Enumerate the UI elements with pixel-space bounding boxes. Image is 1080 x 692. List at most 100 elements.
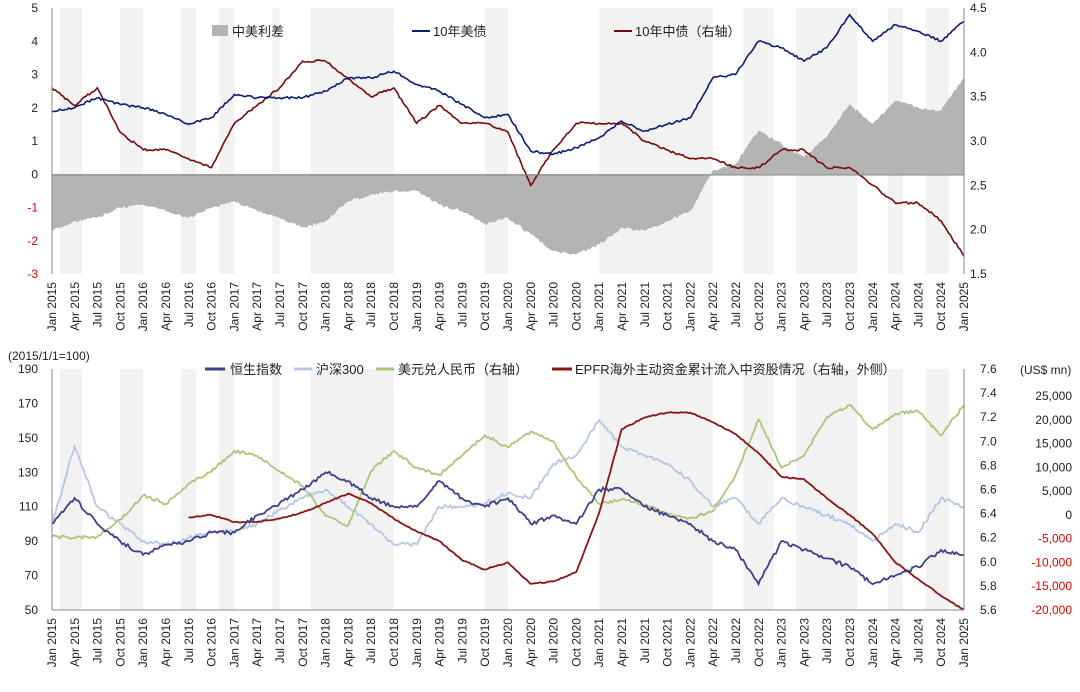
bottom-shaded-band-9 [796,369,858,610]
bottom-x-tick: Apr 2017 [250,618,264,667]
bottom-shaded-band-8 [743,369,774,610]
bottom-series-lines [51,404,965,611]
bottom-x-tick: Apr 2022 [706,618,720,667]
top-x-tick: Apr 2018 [341,282,355,331]
bottom-right-outer-tick: 20,000 [1035,413,1072,427]
top-x-tick: Oct 2024 [934,282,948,331]
top-shaded-periods [59,8,949,274]
bottom-x-tick: Jul 2019 [455,618,469,664]
bottom-x-tick: Oct 2023 [843,618,857,667]
top-right-tick-labels: 4.5 4.0 3.5 3.0 2.5 2.0 1.5 [970,1,987,281]
bottom-x-tick: Jul 2021 [638,618,652,664]
top-x-tick: Jul 2021 [638,282,652,328]
top-x-tick: Jan 2021 [592,282,606,332]
top-x-tick: Jul 2024 [911,282,925,328]
top-shaded-band-3 [219,8,235,274]
bottom-shaded-periods [59,369,949,610]
top-right-tick: 1.5 [970,267,987,281]
top-x-tick: Jan 2022 [683,282,697,332]
top-x-tick: Apr 2023 [797,282,811,331]
bottom-right-inner-tick: 7.4 [980,386,997,400]
bottom-right-outer-tick: -5,000 [1038,532,1072,546]
top-shaded-band-6 [484,8,508,274]
bottom-x-tick: Jan 2022 [683,618,697,668]
us10y-line [51,13,965,156]
top-shaded-band-0 [59,8,82,274]
bottom-right-outer-tick: 10,000 [1035,460,1072,474]
bottom-x-tick: Oct 2024 [934,618,948,667]
top-right-tick: 2.5 [970,178,987,192]
bottom-right-inner-tick-labels: 7.6 7.4 7.2 7.0 6.8 6.6 6.4 6.2 6.0 5.8 5.6 [980,362,997,617]
bottom-x-tick: Jan 2023 [775,618,789,668]
bottom-left-tick: 90 [25,534,39,548]
legend-swatch-spread [212,25,228,36]
bottom-x-tick: Oct 2021 [661,618,675,667]
bottom-x-tick: Apr 2016 [159,618,173,667]
bottom-x-tick: Jul 2024 [911,618,925,664]
bottom-x-tick: Jan 2015 [45,618,59,668]
top-x-tick: Apr 2021 [615,282,629,331]
top-x-tick: Jan 2016 [136,282,150,332]
bottom-x-tick: Apr 2023 [797,618,811,667]
top-shaded-band-7 [599,8,713,274]
top-x-tick: Jul 2015 [91,282,105,328]
bottom-x-tick: Jan 2024 [866,618,880,668]
bottom-x-tick: Apr 2018 [341,618,355,667]
legend-label-cn10y: 10年中债（右轴） [635,24,740,39]
bottom-right-inner-tick: 7.0 [980,434,997,448]
top-x-tick: Apr 2015 [68,282,82,331]
bottom-left-tick: 50 [25,603,39,617]
top-x-tick: Jan 2023 [775,282,789,332]
legend-label-spread: 中美利差 [232,24,284,39]
bottom-right-inner-tick: 5.6 [980,603,997,617]
bottom-x-tick: Jan 2019 [410,618,424,668]
bottom-x-tick: Jul 2017 [273,618,287,664]
top-x-tick: Jul 2020 [547,282,561,328]
bottom-shaded-band-3 [219,369,235,610]
top-legend: 中美利差 10年美债 10年中债（右轴） [212,24,740,39]
top-shaded-band-5 [310,8,394,274]
bottom-x-tick: Apr 2019 [433,618,447,667]
bottom-left-axis-title: (2015/1/1=100) [8,349,90,363]
top-left-tick: 4 [31,34,38,48]
top-right-tick: 3.5 [970,90,987,104]
bottom-left-tick: 170 [18,396,38,410]
legend-label-usdcny: 美元兑人民币（右轴） [398,362,528,377]
bottom-x-tick: Jan 2018 [319,618,333,668]
top-left-tick: 5 [31,1,38,15]
bottom-right-outer-tick: -10,000 [1031,555,1072,569]
top-x-tick: Jan 2020 [501,282,515,332]
legend-label-us10y: 10年美债 [433,24,486,39]
bottom-shaded-band-2 [181,369,197,610]
bottom-x-tick: Jul 2016 [182,618,196,664]
bottom-shaded-band-1 [120,369,144,610]
top-x-tick: Jan 2024 [866,282,880,332]
top-x-tick: Apr 2024 [889,282,903,331]
bottom-x-tick: Jul 2018 [364,618,378,664]
bottom-legend: 恒生指数 沪深300 美元兑人民币（右轴） EPFR海外主动资金累计流入中资股情… [205,362,896,377]
top-x-tick: Jul 2016 [182,282,196,328]
top-x-tick: Jan 2015 [45,282,59,332]
top-x-tick: Apr 2016 [159,282,173,331]
bottom-right-outer-tick: -15,000 [1031,579,1072,593]
cn10y-line [51,59,965,257]
legend-label-hsi: 恒生指数 [230,362,282,377]
legend-label-csi300: 沪深300 [316,362,364,377]
top-x-tick: Jan 2018 [319,282,333,332]
top-right-tick: 4.5 [970,1,987,15]
bottom-right-inner-tick: 7.2 [980,410,997,424]
bottom-x-tick: Apr 2015 [68,618,82,667]
top-right-tick: 3.0 [970,134,987,148]
top-x-tick: Oct 2016 [205,282,219,331]
bottom-x-tick: Oct 2016 [205,618,219,667]
bottom-left-tick: 190 [18,362,38,376]
bottom-shaded-band-11 [925,369,949,610]
bottom-left-tick: 70 [25,569,39,583]
top-x-tick: Jul 2019 [455,282,469,328]
top-right-tick: 2.0 [970,223,987,237]
bottom-x-tick: Apr 2021 [615,618,629,667]
bottom-right-outer-tick: 15,000 [1035,437,1072,451]
top-x-tick: Jan 2025 [957,282,971,332]
bottom-right-outer-tick-labels: 25,000 20,000 15,000 10,000 5,000 0 -5,000 -10,… [1031,389,1072,617]
